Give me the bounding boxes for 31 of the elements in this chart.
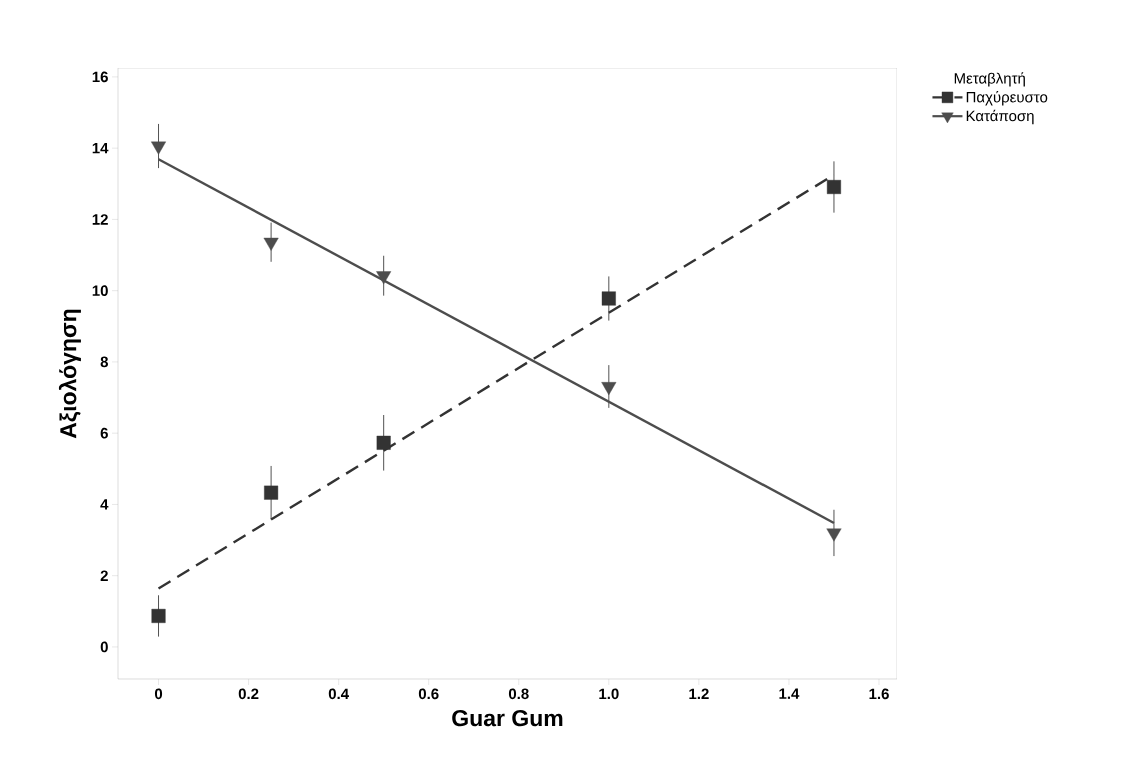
point <box>263 237 279 251</box>
y-tick-label: 10 <box>92 285 108 296</box>
legend-title: Μεταβλητή <box>954 72 1025 87</box>
point <box>151 141 166 155</box>
point <box>264 485 279 500</box>
x-tick-label: 0.4 <box>328 688 349 700</box>
y-tick-label: 2 <box>100 570 108 581</box>
point <box>601 382 617 396</box>
point <box>151 608 166 623</box>
legend-label: Παχύρευστο <box>966 91 1048 106</box>
y-tick-label: 12 <box>92 214 108 225</box>
x-tick-label: 1.2 <box>689 688 709 700</box>
x-tick-label: 1.6 <box>869 688 889 700</box>
x-tick-label: 0.8 <box>508 688 529 700</box>
point <box>376 271 392 285</box>
x-tick-label: 1.4 <box>779 688 800 699</box>
x-tick-label: 0.6 <box>418 688 439 700</box>
y-tick-label: 16 <box>92 71 108 83</box>
y-axis-title: Αξιολόγηση <box>58 309 81 439</box>
x-axis-title: Guar Gum <box>452 710 563 727</box>
y-tick-label: 6 <box>100 427 108 439</box>
y-tick-label: 4 <box>100 499 109 510</box>
y-tick-label: 0 <box>100 641 108 653</box>
point <box>376 435 391 450</box>
x-tick-label: 0 <box>154 688 163 700</box>
x-tick-label: 1.0 <box>599 688 619 700</box>
y-tick-label: 8 <box>100 356 108 368</box>
point <box>601 291 616 306</box>
y-tick-label: 14 <box>92 143 109 154</box>
x-tick-label: 0.2 <box>238 688 259 700</box>
legend-label: Κατάποση <box>966 109 1034 125</box>
